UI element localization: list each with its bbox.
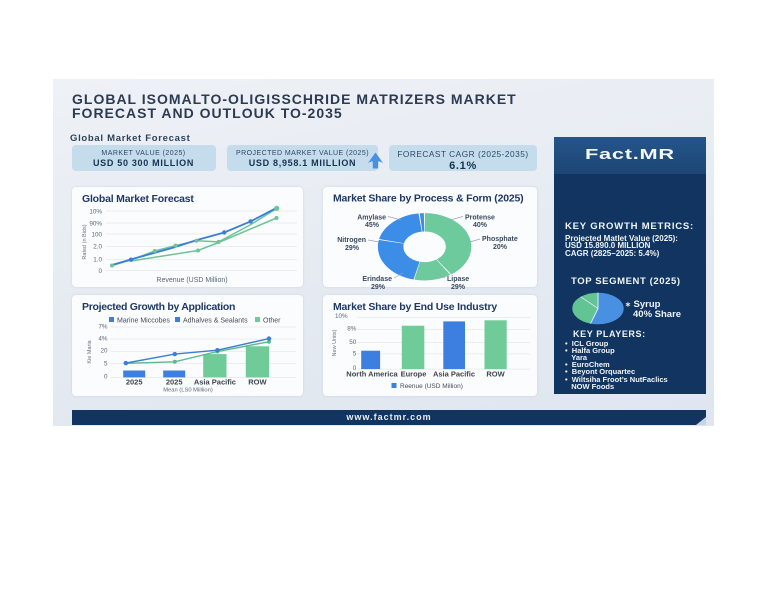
svg-text:Market Share by Process & Form: Market Share by Process & Form (2025) [333, 193, 523, 205]
svg-text:10%: 10% [89, 209, 102, 216]
svg-text:Amylase: Amylase [357, 214, 386, 221]
svg-text:ROW: ROW [486, 370, 505, 379]
svg-text:Global Market Forecast: Global Market Forecast [82, 193, 194, 205]
svg-text:Reenue (USD Million): Reenue (USD Million) [400, 383, 463, 390]
svg-text:90%: 90% [89, 221, 102, 228]
svg-text:Asia Pacific: Asia Pacific [433, 370, 475, 379]
svg-text:Erindase: Erindase [362, 276, 392, 283]
svg-text:Protense: Protense [465, 214, 495, 221]
svg-text:2.0: 2.0 [93, 244, 102, 251]
svg-text:20%: 20% [493, 244, 508, 251]
svg-text:Projected Growth by Applicatio: Projected Growth by Application [82, 301, 235, 313]
svg-text:Nitrogen: Nitrogen [337, 237, 366, 244]
svg-text:Marine Miccobes: Marine Miccobes [117, 318, 170, 325]
svg-text:2025: 2025 [126, 378, 143, 387]
svg-text:Mean (LS0 Miillion): Mean (LS0 Miillion) [163, 388, 213, 394]
svg-text:New Units): New Units) [332, 329, 338, 356]
svg-text:29%: 29% [371, 284, 386, 291]
svg-text:29%: 29% [451, 284, 466, 291]
svg-text:0: 0 [104, 373, 108, 380]
svg-text:45%: 45% [365, 222, 380, 229]
svg-text:North America: North America [346, 370, 398, 379]
svg-text:5: 5 [104, 361, 108, 368]
svg-text:Rated (n Bids): Rated (n Bids) [82, 224, 88, 259]
svg-text:Kie Maria: Kie Maria [87, 339, 93, 363]
svg-text:5: 5 [353, 351, 357, 358]
svg-text:1.0: 1.0 [93, 257, 102, 264]
svg-text:0: 0 [353, 365, 357, 372]
svg-text:Market Share by End Use Indust: Market Share by End Use Industry [333, 301, 497, 313]
svg-text:50: 50 [349, 339, 357, 346]
svg-text:Lipase: Lipase [447, 276, 469, 283]
svg-text:Adhalves & Sealants: Adhalves & Sealants [183, 318, 248, 325]
svg-text:7%: 7% [98, 324, 108, 331]
svg-text:29%: 29% [345, 245, 360, 252]
svg-text:Revenue (USD Million): Revenue (USD Million) [156, 277, 227, 284]
svg-text:Asia Pacific: Asia Pacific [194, 378, 236, 387]
svg-text:8%: 8% [347, 325, 357, 332]
svg-text:4%: 4% [98, 335, 108, 342]
svg-text:100: 100 [91, 232, 102, 239]
svg-text:40%: 40% [473, 222, 488, 229]
svg-text:0: 0 [98, 268, 102, 275]
svg-text:10%: 10% [335, 313, 348, 320]
svg-text:Phosphate: Phosphate [482, 236, 518, 243]
svg-text:Europe: Europe [401, 370, 427, 379]
svg-text:ROW: ROW [248, 378, 267, 387]
svg-text:Other: Other [263, 318, 281, 325]
svg-text:20: 20 [100, 348, 108, 355]
svg-text:2025: 2025 [166, 378, 183, 387]
